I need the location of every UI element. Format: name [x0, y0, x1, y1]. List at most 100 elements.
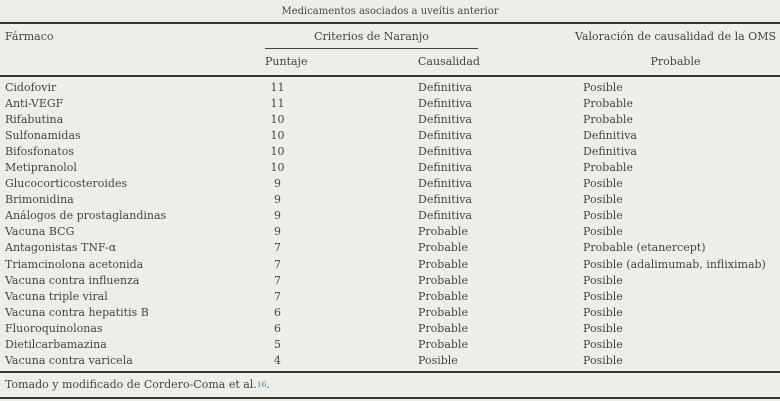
cell-puntaje: 10 [270, 128, 285, 142]
table-row: Brimonidina 9 Definitiva Posible [0, 192, 780, 208]
column-header-farmaco: Fármaco [5, 29, 54, 43]
table-row: Cidofovir 11 Definitiva Posible [0, 79, 780, 95]
table-row: Sulfonamidas 10 Definitiva Definitiva [0, 127, 780, 143]
column-group-oms-label: Valoración de causalidad de la OMS [575, 29, 776, 43]
cell-puntaje: 7 [274, 257, 281, 271]
cell-oms-valoracion: Posible [583, 321, 623, 335]
cell-oms-valoracion: Posible [583, 177, 623, 191]
citation-reference-link[interactable]: 16 [256, 380, 267, 390]
table-row: Metipranolol 10 Definitiva Probable [0, 159, 780, 175]
cell-oms-valoracion: Posible [583, 305, 623, 319]
cell-oms-valoracion: Posible (adalimumab, infliximab) [583, 257, 766, 271]
cell-causalidad: Posible [418, 354, 458, 368]
table-header: Fármaco Criterios de Naranjo Valoración … [0, 24, 780, 77]
table-row: Antagonistas TNF-α 7 Probable Probable (… [0, 240, 780, 256]
cell-puntaje: 9 [274, 225, 281, 239]
table-header-row-groups: Fármaco Criterios de Naranjo Valoración … [0, 24, 780, 49]
column-header-puntaje: Puntaje [265, 55, 308, 68]
cell-farmaco: Antagonistas TNF-α [5, 241, 117, 255]
cell-farmaco: Fluoroquinolonas [5, 321, 103, 335]
table-row: Análogos de prostaglandinas 9 Definitiva… [0, 208, 780, 224]
cell-oms-valoracion: Posible [583, 354, 623, 368]
cell-causalidad: Definitiva [418, 112, 472, 126]
cell-oms-valoracion: Definitiva [583, 144, 637, 158]
cell-farmaco: Triamcinolona acetonida [5, 257, 144, 271]
cell-puntaje: 4 [274, 354, 281, 368]
cell-puntaje: 6 [274, 305, 281, 319]
cell-oms-valoracion: Posible [583, 289, 623, 303]
table-body: Cidofovir 11 Definitiva Posible Anti-VEG… [0, 77, 780, 373]
cell-puntaje: 7 [274, 273, 281, 287]
cell-causalidad: Definitiva [418, 128, 472, 142]
cell-puntaje: 10 [270, 112, 285, 126]
table-row: Vacuna triple viral 7 Probable Posible [0, 288, 780, 304]
cell-puntaje: 7 [274, 241, 281, 255]
cell-farmaco: Dietilcarbamazina [5, 338, 107, 352]
cell-oms-valoracion: Probable [583, 96, 633, 110]
cell-oms-valoracion: Probable [583, 161, 633, 175]
cell-causalidad: Probable [418, 241, 468, 255]
cell-causalidad: Probable [418, 257, 468, 271]
cell-farmaco: Sulfonamidas [5, 128, 81, 142]
cell-farmaco: Vacuna BCG [5, 225, 75, 239]
cell-farmaco: Vacuna contra varicela [5, 354, 133, 368]
table-row: Fluoroquinolonas 6 Probable Posible [0, 320, 780, 336]
cell-causalidad: Probable [418, 273, 468, 287]
table-row: Anti-VEGF 11 Definitiva Probable [0, 95, 780, 111]
cell-causalidad: Definitiva [418, 161, 472, 175]
table-row: Vacuna contra varicela 4 Posible Posible [0, 353, 780, 369]
table-footnote: Tomado y modificado de Cordero-Coma et a… [0, 373, 780, 399]
cell-causalidad: Definitiva [418, 80, 472, 94]
column-header-causalidad: Causalidad [418, 55, 480, 68]
cell-oms-valoracion: Probable [583, 112, 633, 126]
cell-causalidad: Definitiva [418, 193, 472, 207]
cell-puntaje: 9 [274, 177, 281, 191]
cell-farmaco: Vacuna contra hepatitis B [5, 305, 149, 319]
cell-causalidad: Definitiva [418, 209, 472, 223]
cell-farmaco: Brimonidina [5, 193, 74, 207]
cell-farmaco: Bifosfonatos [5, 144, 74, 158]
cell-causalidad: Definitiva [418, 96, 472, 110]
cell-causalidad: Definitiva [418, 144, 472, 158]
cell-farmaco: Anti-VEGF [5, 96, 64, 110]
column-header-oms-probable: Probable [650, 55, 701, 68]
cell-causalidad: Probable [418, 289, 468, 303]
cell-puntaje: 6 [274, 321, 281, 335]
table-row: Bifosfonatos 10 Definitiva Definitiva [0, 143, 780, 159]
cell-puntaje: 11 [270, 80, 285, 94]
cell-causalidad: Probable [418, 305, 468, 319]
table-row: Vacuna BCG 9 Probable Posible [0, 224, 780, 240]
cell-oms-valoracion: Posible [583, 225, 623, 239]
cell-puntaje: 7 [274, 289, 281, 303]
cell-causalidad: Probable [418, 321, 468, 335]
cell-puntaje: 11 [270, 96, 285, 110]
column-group-naranjo: Criterios de Naranjo [250, 24, 555, 49]
cell-oms-valoracion: Posible [583, 273, 623, 287]
cell-farmaco: Glucocorticosteroides [5, 177, 128, 191]
table-row: Vacuna contra influenza 7 Probable Posib… [0, 272, 780, 288]
cell-oms-valoracion: Posible [583, 209, 623, 223]
cell-puntaje: 5 [274, 338, 281, 352]
footnote-text: Tomado y modificado de Cordero-Coma et a… [5, 378, 257, 392]
table-title: Medicamentos asociados a uveítis anterio… [0, 0, 780, 24]
table-row: Rifabutina 10 Definitiva Probable [0, 111, 780, 127]
cell-puntaje: 10 [270, 161, 285, 175]
table-row: Glucocorticosteroides 9 Definitiva Posib… [0, 176, 780, 192]
cell-farmaco: Metipranolol [5, 161, 77, 175]
cell-farmaco: Rifabutina [5, 112, 64, 126]
table-row: Dietilcarbamazina 5 Probable Posible [0, 337, 780, 353]
cell-causalidad: Definitiva [418, 177, 472, 191]
cell-farmaco: Análogos de prostaglandinas [5, 209, 167, 223]
table-header-row-subcolumns: Puntaje Causalidad Probable [0, 48, 780, 75]
footnote-period: . [266, 378, 270, 392]
cell-causalidad: Probable [418, 338, 468, 352]
table-row: Vacuna contra hepatitis B 6 Probable Pos… [0, 304, 780, 320]
cell-puntaje: 9 [274, 209, 281, 223]
cell-oms-valoracion: Posible [583, 80, 623, 94]
cell-oms-valoracion: Definitiva [583, 128, 637, 142]
cell-farmaco: Vacuna contra influenza [5, 273, 140, 287]
cell-puntaje: 9 [274, 193, 281, 207]
cell-causalidad: Probable [418, 225, 468, 239]
cell-oms-valoracion: Posible [583, 338, 623, 352]
